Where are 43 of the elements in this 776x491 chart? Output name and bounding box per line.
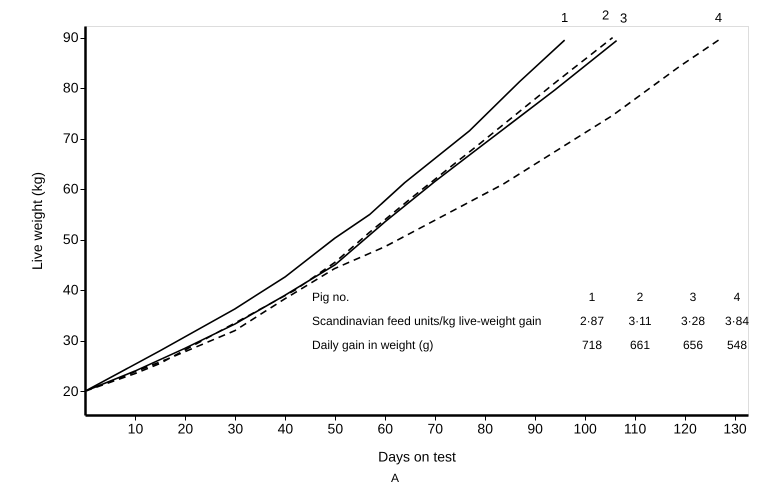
x-tick-label: 90 — [527, 420, 544, 436]
annotation: 2·87 — [580, 314, 604, 328]
x-axis-title: Days on test — [378, 448, 456, 464]
text: A — [390, 471, 400, 485]
y-tick-label: 40 — [62, 282, 79, 298]
x-tick-label: 50 — [328, 420, 344, 436]
series-label: 4 — [714, 10, 722, 26]
annotation: Pig no. — [312, 290, 350, 304]
y-tick-label: 60 — [62, 180, 79, 197]
annotation: 718 — [582, 338, 602, 352]
annotation: 548 — [726, 338, 748, 352]
y-tick-label: 90 — [62, 29, 79, 46]
annotation: Daily gain in weight (g) — [312, 338, 434, 352]
x-tick-label: 80 — [477, 420, 494, 436]
annotation: 3·84 — [724, 314, 750, 328]
series-label: 3 — [620, 10, 628, 26]
annotation: 661 — [630, 338, 650, 352]
x-tick-label: 130 — [723, 420, 747, 436]
annotation: 3 — [690, 290, 697, 304]
annotation: 1 — [588, 290, 596, 304]
y-tick-label: 20 — [62, 382, 79, 399]
y-tick-label: 80 — [62, 80, 79, 96]
x-tick-label: 100 — [573, 420, 598, 436]
annotation: 2 — [636, 290, 644, 304]
x-tick-label: 40 — [278, 420, 294, 436]
annotation: Scandinavian feed units/kg live-weight gain — [312, 314, 542, 328]
annotation: 3·11 — [628, 314, 652, 328]
x-tick-label: 10 — [128, 420, 144, 436]
annotation: 656 — [682, 338, 704, 352]
series-label: 1 — [561, 10, 568, 26]
x-tick-label: 110 — [624, 420, 646, 436]
y-axis-title: Live weight (kg) — [28, 172, 45, 270]
annotation: 3·28 — [680, 314, 706, 328]
y-tick-label: 70 — [62, 130, 79, 146]
x-tick-label: 60 — [377, 420, 394, 436]
x-tick-label: 20 — [178, 420, 194, 436]
x-tick-label: 70 — [427, 420, 444, 436]
annotation: 4 — [734, 290, 741, 304]
series-label: 2 — [602, 8, 610, 23]
y-tick-label: 30 — [62, 332, 79, 348]
x-tick-label: 120 — [673, 420, 697, 436]
y-tick-label: 50 — [62, 231, 79, 248]
x-tick-label: 30 — [228, 420, 244, 436]
